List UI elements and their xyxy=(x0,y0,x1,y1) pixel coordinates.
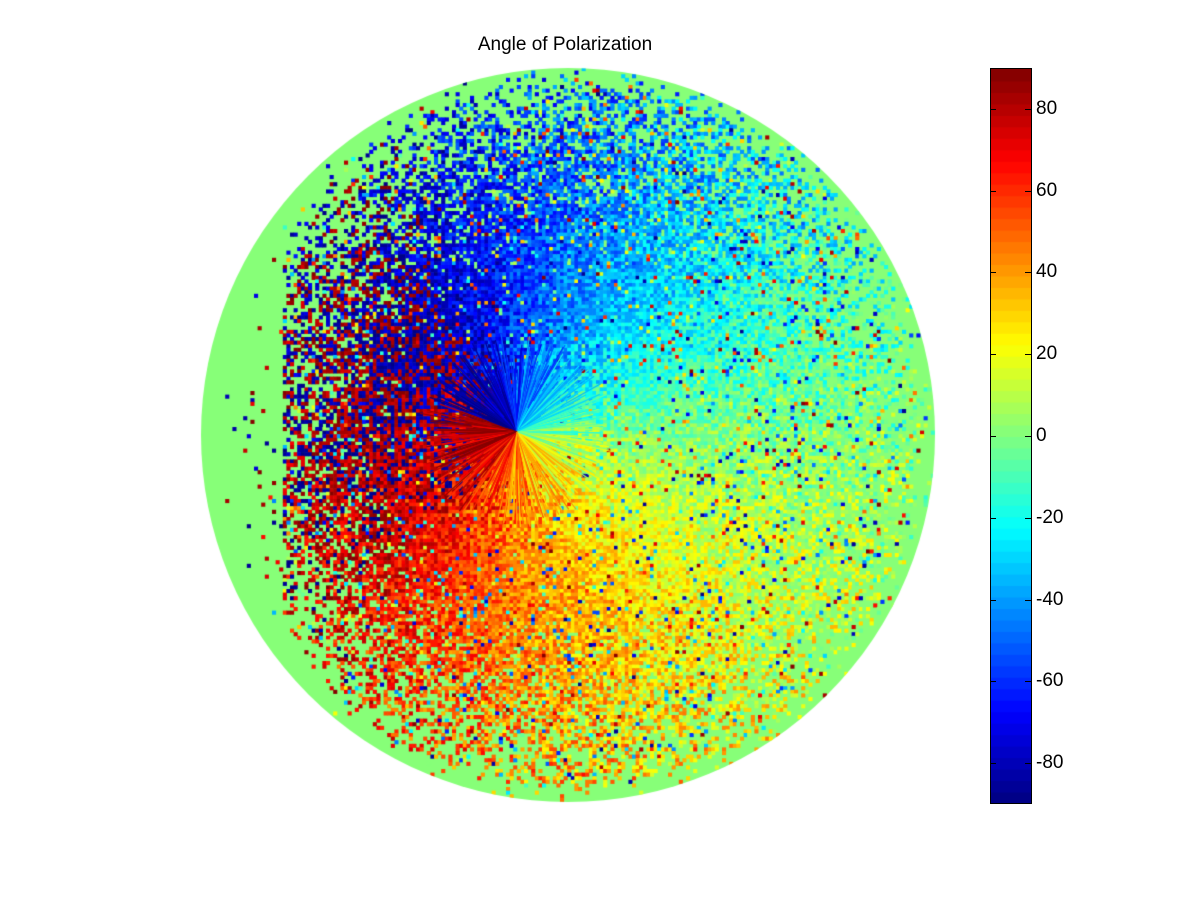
colorbar-tick-mark xyxy=(990,272,996,274)
colorbar-axis: 80 60 40 20 0 -20 -40 -60 -80 xyxy=(990,68,1111,804)
colorbar-tick-mark xyxy=(1025,354,1031,356)
colorbar-tick-mark xyxy=(1025,517,1031,519)
colorbar-tick-mark xyxy=(990,190,996,192)
colorbar-tick-mark xyxy=(1025,436,1031,437)
colorbar-tick-mark xyxy=(990,763,996,765)
colorbar-tick-mark xyxy=(1025,763,1031,765)
colorbar-tick-label: 60 xyxy=(1036,179,1058,201)
colorbar-tick-mark xyxy=(1025,599,1031,601)
colorbar-tick-mark xyxy=(990,354,996,356)
colorbar-tick-mark xyxy=(990,517,996,519)
colorbar-tick-mark xyxy=(990,108,996,110)
colorbar-tick-mark xyxy=(1025,681,1031,683)
colorbar-tick-label: -40 xyxy=(1036,588,1064,610)
colorbar-tick-mark xyxy=(1025,190,1031,192)
colorbar-tick-label: -20 xyxy=(1036,506,1064,528)
colorbar-tick-label: 80 xyxy=(1036,97,1058,119)
colorbar-tick-label: -60 xyxy=(1036,670,1064,692)
colorbar-tick-mark xyxy=(990,681,996,683)
chart-title: Angle of Polarization xyxy=(477,34,653,55)
colorbar-tick-mark xyxy=(1025,272,1031,274)
polarization-heatmap xyxy=(200,67,936,803)
colorbar-tick-mark xyxy=(990,436,996,437)
colorbar-tick-mark xyxy=(990,599,996,601)
colorbar-tick-label: -80 xyxy=(1036,752,1064,774)
colorbar-tick-label: 20 xyxy=(1036,343,1058,365)
colorbar-tick-mark xyxy=(1025,108,1031,110)
colorbar-tick-label: 40 xyxy=(1036,261,1058,283)
colorbar-tick-label: 0 xyxy=(1036,425,1047,446)
